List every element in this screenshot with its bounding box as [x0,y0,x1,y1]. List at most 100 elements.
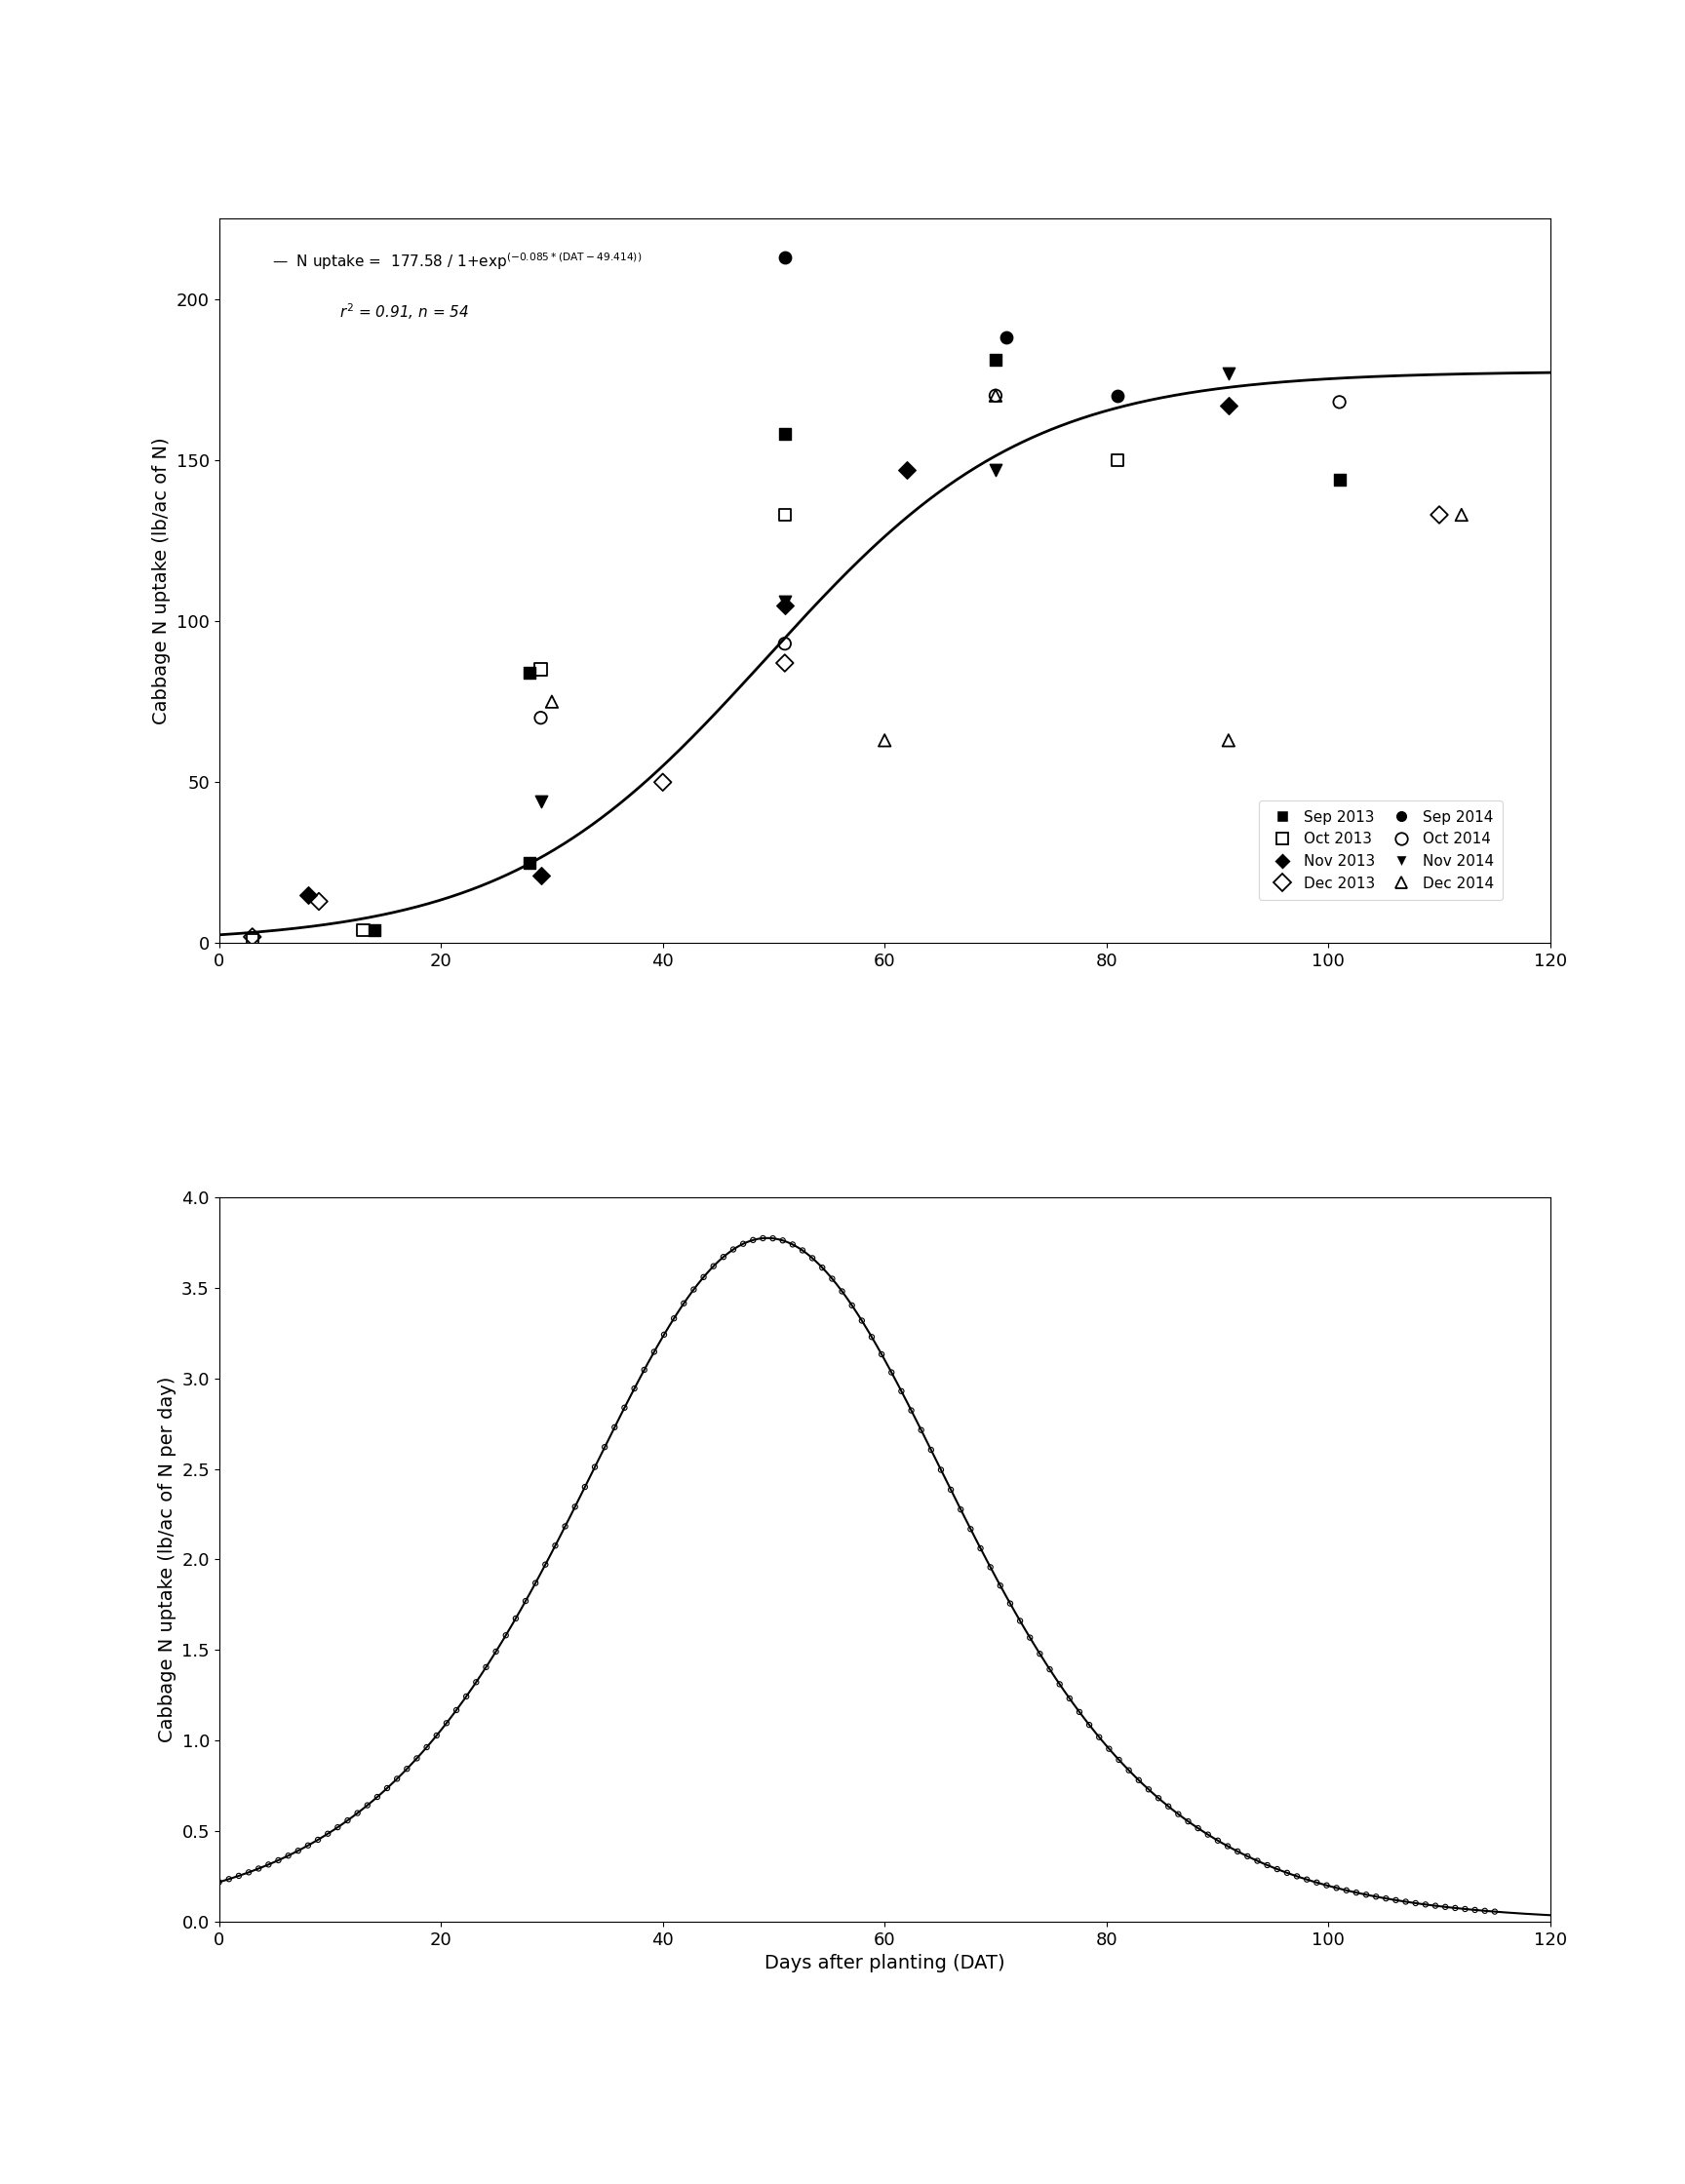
Point [236,1854,263,1889]
Point [620,1372,647,1406]
Point [527,701,554,736]
Point [433,1706,460,1741]
Point [977,1551,1004,1586]
Point [1215,1828,1242,1863]
Point [1382,1883,1409,1918]
Point [1164,1797,1191,1832]
Point [1026,1636,1053,1671]
Point [1294,1863,1321,1898]
Point [1215,389,1242,424]
Point [591,1431,618,1465]
Point [1274,1856,1301,1891]
Point [305,1821,332,1856]
Point [1067,1695,1094,1730]
Point [1373,1880,1400,1915]
Point [1105,1743,1132,1778]
Point [532,1546,559,1581]
Point [871,723,898,758]
Point [789,1234,816,1269]
Point [957,1511,984,1546]
Legend: Sep 2013, Oct 2013, Nov 2013, Dec 2013, Sep 2014, Oct 2014, Nov 2014, Dec 2014: Sep 2013, Oct 2013, Nov 2013, Dec 2013, … [1259,802,1503,900]
Point [927,1452,954,1487]
Point [898,1393,925,1428]
Point [650,1317,677,1352]
Text: $\mathdefault{—}$  N uptake =  177.58 / 1+exp$\mathregular{^{(-0.085*(DAT-49.414: $\mathdefault{—}$ N uptake = 177.58 / 1+… [273,251,642,273]
Point [275,1839,302,1874]
Point [265,1843,292,1878]
Point [254,1848,281,1883]
Point [819,1262,846,1297]
Point [908,1413,935,1448]
Point [947,1492,974,1527]
Point [206,1865,233,1900]
Point [799,1241,826,1275]
Point [344,1795,371,1830]
Point [1481,1894,1508,1928]
Point [1432,1889,1459,1924]
Point [888,1374,915,1409]
Point [868,1337,895,1372]
Point [453,1679,480,1714]
Text: $r^2$ = 0.91, $n$ = 54: $r^2$ = 0.91, $n$ = 54 [339,301,468,321]
Point [893,452,920,487]
Point [992,321,1019,356]
Point [1244,1843,1270,1878]
Point [1075,1708,1102,1743]
Point [216,1861,243,1896]
Point [463,1664,490,1699]
Point [982,343,1009,378]
Point [1223,1835,1250,1870]
Point [1402,1885,1429,1920]
Point [1215,356,1242,391]
Point [778,1227,805,1262]
Point [1095,1732,1122,1767]
Point [848,1304,875,1339]
Point [630,1352,657,1387]
Point [403,1741,430,1776]
Point [334,1804,361,1839]
Point [1085,1719,1112,1754]
Point [772,587,799,622]
Point [1363,1878,1390,1913]
Point [809,1249,836,1284]
Point [1195,1817,1222,1852]
Point [561,1489,588,1524]
Point [671,1286,698,1321]
Point [1284,1859,1311,1894]
Point [527,653,554,688]
Point [482,1634,509,1669]
Point [1343,1876,1370,1911]
Point [1447,498,1474,533]
Point [512,1583,539,1618]
Point [1104,378,1131,413]
Point [527,858,554,893]
Point [1254,1848,1281,1883]
Point [413,1730,440,1765]
Point [1471,1894,1498,1928]
Point [740,1223,767,1258]
Point [443,1693,470,1728]
Point [829,1273,856,1308]
Point [770,1223,797,1258]
Point [1046,1666,1073,1701]
Point [839,1289,866,1324]
Point [1215,723,1242,758]
Point [239,922,266,957]
Point [492,1618,519,1653]
Point [982,378,1009,413]
Y-axis label: Cabbage N uptake (lb/ac of N per day): Cabbage N uptake (lb/ac of N per day) [158,1376,177,1743]
Point [998,1586,1024,1621]
Point [772,646,799,681]
Point [1461,1894,1488,1928]
Point [1006,1603,1033,1638]
Point [772,627,799,662]
Point [516,845,543,880]
Point [772,240,799,275]
Point [937,1472,964,1507]
Point [472,1649,499,1684]
Point [858,1319,885,1354]
Point [681,1271,708,1306]
Point [1412,1887,1439,1922]
Point [305,885,332,919]
Point [1422,1889,1449,1924]
